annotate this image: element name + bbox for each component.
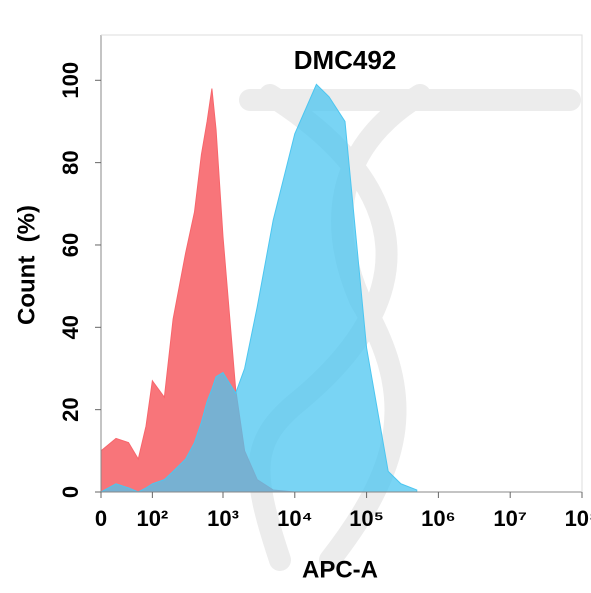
x-tick-label: 0: [95, 506, 107, 531]
histogram-area: [100, 83, 418, 493]
x-tick-label: 10⁵: [349, 506, 384, 531]
y-tick-label: 100: [58, 62, 83, 99]
y-tick-label: 0: [58, 486, 83, 498]
x-tick-label: 10⁶: [421, 506, 456, 531]
y-axis-label: Count (%): [13, 205, 40, 325]
chart-title: DMC492: [294, 45, 397, 75]
x-tick-label: 10⁸: [565, 506, 591, 531]
y-tick-label: 80: [58, 150, 83, 174]
y-tick-label: 20: [58, 397, 83, 421]
x-tick-label: 10⁴: [277, 506, 312, 531]
x-tick-label: 10²: [136, 506, 168, 531]
y-tick-label: 40: [58, 315, 83, 339]
axis-frame-top: [101, 34, 583, 492]
x-tick-label: 10⁷: [493, 506, 527, 531]
x-tick-label: 10³: [207, 506, 239, 531]
y-tick-label: 60: [58, 233, 83, 257]
x-axis-label: APC-A: [302, 556, 378, 583]
